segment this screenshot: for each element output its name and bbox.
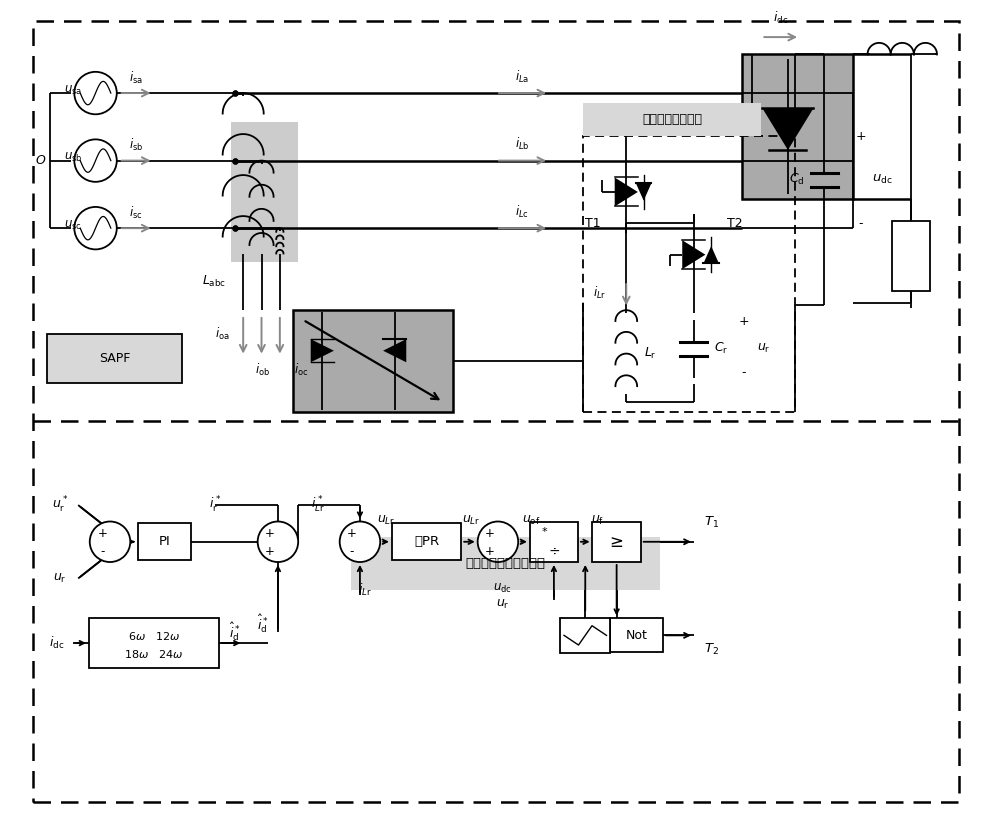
Text: Not: Not [626,629,648,642]
Text: $18\omega\quad24\omega$: $18\omega\quad24\omega$ [124,649,184,660]
Text: $i_{L{\rm a}}$: $i_{L{\rm a}}$ [515,68,529,85]
Text: $\hat{i}_{\rm d}^*$: $\hat{i}_{\rm d}^*$ [229,621,240,643]
Text: $C_{\rm r}$: $C_{\rm r}$ [713,342,728,356]
Text: +: + [264,545,274,558]
Text: $i_{\rm oa}$: $i_{\rm oa}$ [214,326,229,342]
Text: $u_{\rm sb}$: $u_{\rm sb}$ [64,151,82,165]
Text: $i_{\rm sa}$: $i_{\rm sa}$ [129,70,143,86]
Text: $\hat{i}_{\rm d}^*$: $\hat{i}_{\rm d}^*$ [257,612,268,635]
Text: $u_{\rm dc}$: $u_{\rm dc}$ [872,174,893,187]
Bar [560,618,610,653]
Bar [742,54,853,199]
Text: +: + [739,315,749,328]
Text: $u_{\rm r}$: $u_{\rm r}$ [757,342,770,356]
Text: -: - [349,545,353,558]
Circle shape [74,207,117,249]
Text: $i_{L{\rm r}}$: $i_{L{\rm r}}$ [358,582,372,598]
Text: +: + [484,527,494,540]
Text: $u_{\rm sa}$: $u_{\rm sa}$ [64,84,82,97]
Text: $u_{\rm r}$: $u_{\rm r}$ [496,598,510,611]
Text: $L_{\rm abc}$: $L_{\rm abc}$ [201,274,226,289]
Bar [392,523,461,560]
Text: +: + [97,527,107,540]
Circle shape [74,139,117,182]
Text: $u_{\rm r}^*$: $u_{\rm r}^*$ [52,495,68,515]
Bar [88,618,219,668]
Circle shape [478,522,518,562]
Text: $i_{L{\rm b}}$: $i_{L{\rm b}}$ [515,136,530,152]
Text: $i_{\rm dc}$: $i_{\rm dc}$ [773,10,789,26]
Polygon shape [615,178,638,207]
Text: $T_2$: $T_2$ [703,642,718,658]
Bar [294,310,452,412]
Text: 多PR: 多PR [414,535,439,548]
Bar [530,522,578,562]
Text: $L_{\rm r}$: $L_{\rm r}$ [644,346,657,361]
Text: $u_{L{\rm r}}$: $u_{L{\rm r}}$ [377,514,395,527]
Circle shape [258,522,299,562]
Text: $i_{L{\rm c}}$: $i_{L{\rm c}}$ [515,204,529,220]
Text: $C_{\rm d}$: $C_{\rm d}$ [790,172,805,188]
Text: $O$: $O$ [35,154,47,167]
Text: $i_{\rm sc}$: $i_{\rm sc}$ [129,205,143,221]
Text: ÷: ÷ [549,545,559,559]
Text: +: + [484,545,494,558]
Text: -: - [858,216,863,230]
Polygon shape [636,184,652,201]
Text: -: - [742,366,746,379]
Text: $u_{L{\rm r}}$: $u_{L{\rm r}}$ [461,514,480,527]
Text: $i_{\rm ob}$: $i_{\rm ob}$ [255,362,270,378]
Text: $T_1$: $T_1$ [703,515,719,530]
Text: $i_{\rm dc}$: $i_{\rm dc}$ [50,635,64,651]
Bar [583,137,796,411]
Text: SAPF: SAPF [99,352,131,365]
Text: +: + [346,527,356,540]
Bar [892,221,930,291]
Bar [610,619,663,653]
Bar [583,103,762,137]
Polygon shape [310,339,334,362]
Circle shape [74,72,117,114]
Text: +: + [264,527,274,540]
Text: -: - [100,545,104,558]
Polygon shape [383,339,407,362]
Text: $u_{\rm dc}$: $u_{\rm dc}$ [493,582,512,595]
Text: +: + [855,130,866,143]
Text: T1: T1 [584,216,600,230]
Text: 有源功率解耦电路控制: 有源功率解耦电路控制 [465,557,546,570]
Text: $u_{\rm r}$: $u_{\rm r}$ [54,572,66,585]
Polygon shape [703,246,719,263]
Text: *: * [542,527,547,537]
Text: $u_{\rm of}$: $u_{\rm of}$ [523,514,541,527]
Bar [138,523,191,560]
Polygon shape [763,109,813,150]
Text: 有源功率解耦电路: 有源功率解耦电路 [642,113,702,126]
Text: $i_{\rm sb}$: $i_{\rm sb}$ [129,137,143,153]
Text: T2: T2 [726,216,742,230]
Circle shape [339,522,380,562]
Text: $i_{\rm oc}$: $i_{\rm oc}$ [294,362,309,378]
Text: $i_{L{\rm r}}^*$: $i_{L{\rm r}}^*$ [310,495,324,515]
Bar [230,122,299,262]
Text: PI: PI [159,535,171,548]
Text: $i_{\rm r}^*$: $i_{\rm r}^*$ [209,495,221,515]
Text: $u_{\rm f}$: $u_{\rm f}$ [590,514,604,527]
Circle shape [89,522,130,562]
Text: ≥: ≥ [610,532,624,551]
Text: $i_{L{\rm r}}$: $i_{L{\rm r}}$ [592,285,606,301]
Bar [592,522,641,562]
Bar [351,537,660,590]
Polygon shape [682,240,705,269]
Text: $6\omega\quad12\omega$: $6\omega\quad12\omega$ [128,630,180,642]
Text: $u_{\rm sc}$: $u_{\rm sc}$ [64,219,82,232]
Bar [48,334,183,383]
